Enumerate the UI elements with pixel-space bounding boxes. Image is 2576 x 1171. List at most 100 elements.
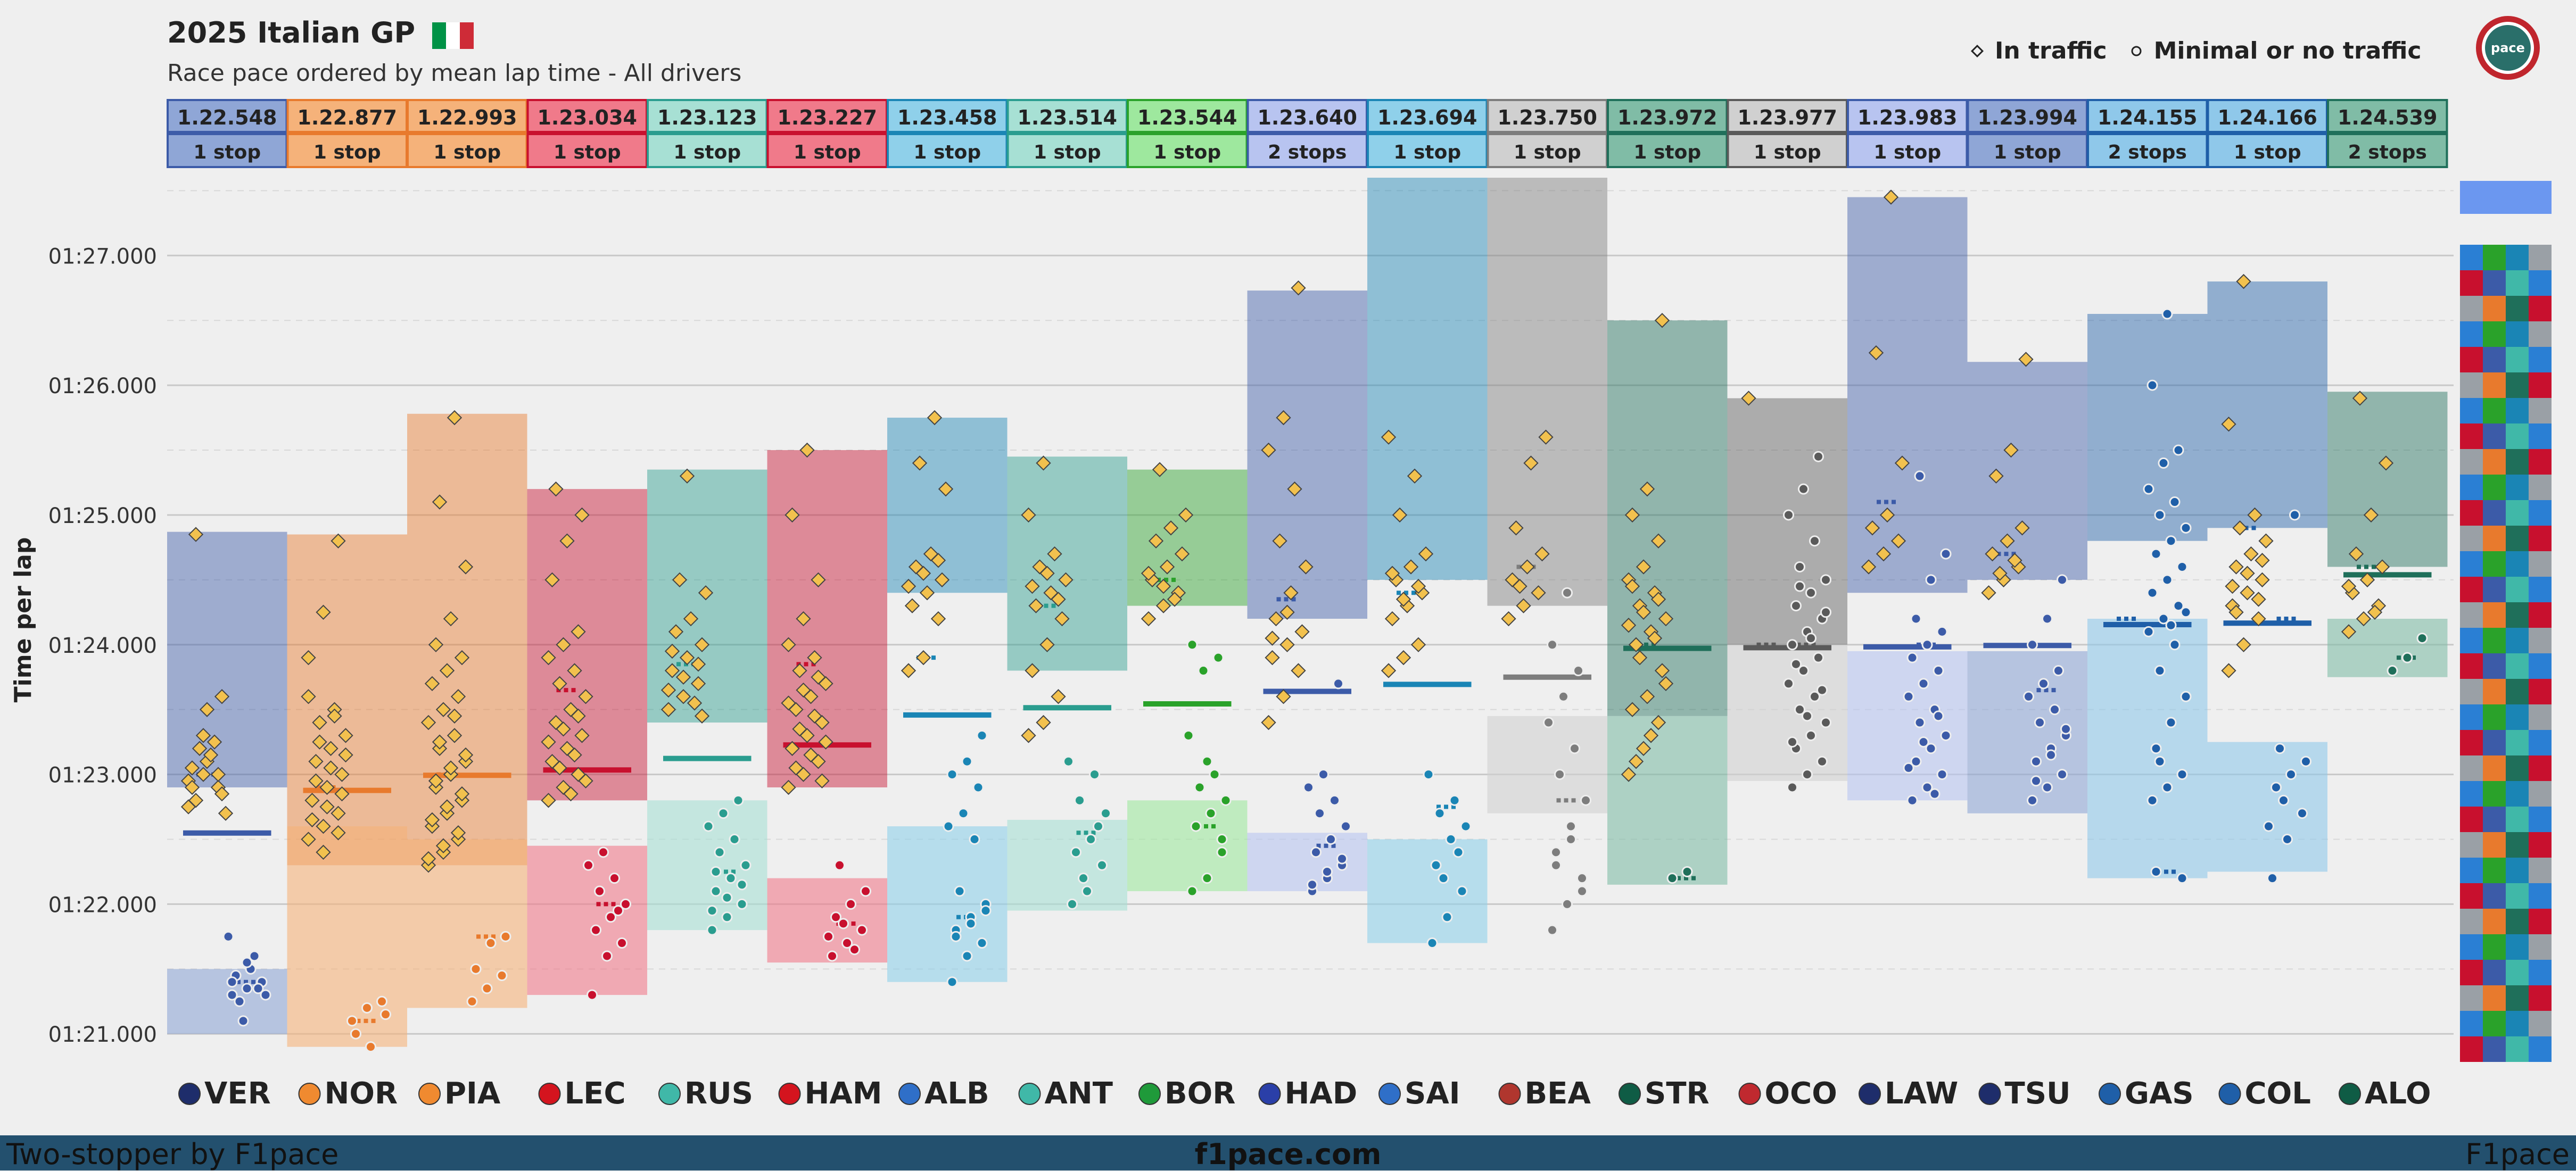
traffic-lap-point [1268,611,1284,627]
clear-lap-point [2263,820,2274,832]
strategy-strip-cell [2529,449,2552,475]
strategy-strip-cell [2483,245,2506,270]
clear-lap-point [241,983,253,994]
clear-lap-point [376,995,387,1007]
traffic-lap-point [301,650,316,666]
clear-lap-point [1186,639,1198,651]
clear-lap-point [1787,782,1798,793]
clear-range-band [1247,833,1367,892]
mean-box [1006,99,1128,133]
clear-lap-point [827,950,838,962]
clear-lap-point [714,846,725,858]
traffic-lap-point [2236,273,2251,289]
stops-box [766,133,888,168]
clear-lap-point [1666,873,1678,884]
mean-lap-label: 1.24.155 [2098,106,2198,129]
traffic-lap-point [1298,559,1314,575]
clear-lap-point [2169,496,2181,508]
traffic-lap-point [301,689,316,704]
mean-box [286,99,408,133]
clear-lap-point [1925,743,1937,754]
traffic-lap-point [331,805,346,821]
strategy-strip-cell [2529,832,2552,858]
clear-lap-point [710,866,722,877]
strategy-strip-cell [2506,296,2529,321]
clear-lap-point [1438,873,1449,884]
team-logo-icon [1258,1083,1281,1105]
clear-lap-point [969,834,980,845]
traffic-lap-point [930,553,946,568]
clear-range-band [1007,819,1127,911]
clear-lap-point [957,808,969,819]
strategy-strip-cell [2483,883,2506,909]
clear-lap-point [1809,535,1820,547]
traffic-lap-point [1636,604,1652,620]
clear-lap-point [1580,794,1591,806]
traffic-lap-point [1155,598,1171,613]
traffic-lap-point [1531,585,1546,601]
strategy-strip-cell [2483,296,2506,321]
clear-lap-point [1325,834,1336,845]
clear-lap-point [721,911,733,923]
strategy-strip-cell [2460,985,2483,1011]
traffic-lap-point [683,611,699,627]
traffic-lap-point [1632,650,1648,666]
mean-box [1246,99,1368,133]
driver-code-label: VER [204,1076,271,1111]
clear-lap-point [2176,769,2188,780]
traffic-lap-point [1261,442,1276,458]
clear-lap-point [2176,561,2188,572]
clear-lap-point [1576,873,1588,884]
strategy-strip-cell [2460,1036,2483,1062]
clear-lap-point [1550,859,1562,871]
strategy-strip-cell [2506,960,2529,985]
traffic-lap-point [1410,578,1426,594]
clear-lap-point [1798,483,1809,495]
traffic-lap-point [439,799,455,815]
clear-lap-point [961,755,973,767]
traffic-lap-point [1058,572,1074,587]
clear-lap-point [249,950,260,962]
traffic-lap-point [316,844,331,860]
mean-lap-label: 1.23.972 [1617,106,1718,129]
clear-lap-point [1067,898,1078,910]
y-tick-label: 01:27.000 [48,244,157,269]
clear-lap-point [2045,749,2057,761]
traffic-lap-point [316,818,331,834]
strategy-strip-cell [2483,321,2506,347]
legend-label-traffic: In traffic [1995,37,2107,64]
clear-lap-point [1070,846,1081,858]
clear-lap-point [1562,898,1573,910]
traffic-lap-point [1628,637,1644,652]
team-logo-icon [1978,1083,2001,1105]
clear-lap-point [1550,846,1562,858]
strategy-strip-cell [2460,296,2483,321]
strategy-strip-cell [2460,577,2483,602]
traffic-lap-point [567,663,582,678]
clear-lap-point [2285,769,2297,780]
strategy-strip-cell [2529,653,2552,679]
traffic-lap-point [2228,559,2244,575]
traffic-range-band [2327,392,2448,567]
mean-lap-label: 1.23.694 [1377,106,1477,129]
strategy-strip-cell [2483,832,2506,858]
traffic-lap-point [934,572,950,587]
traffic-lap-point [1141,611,1157,627]
stops-box [1727,133,1848,168]
strategy-strip-cell [2460,858,2483,883]
traffic-lap-point [694,637,710,652]
clear-lap-point [2158,457,2169,469]
traffic-range-band [1847,197,1968,593]
diamond-marker-icon [1970,44,1984,57]
traffic-lap-point [1639,481,1655,497]
traffic-lap-point [1039,637,1055,652]
traffic-lap-point [443,760,459,776]
strategy-strip-cell [2483,551,2506,577]
clear-lap-point [1918,736,1929,748]
mean-box [526,99,648,133]
strategy-strip-cell [2460,449,2483,475]
clear-lap-point [1790,600,1802,612]
traffic-lap-point [1890,533,1906,549]
traffic-lap-point [2348,546,2364,562]
traffic-lap-point [1025,663,1040,678]
